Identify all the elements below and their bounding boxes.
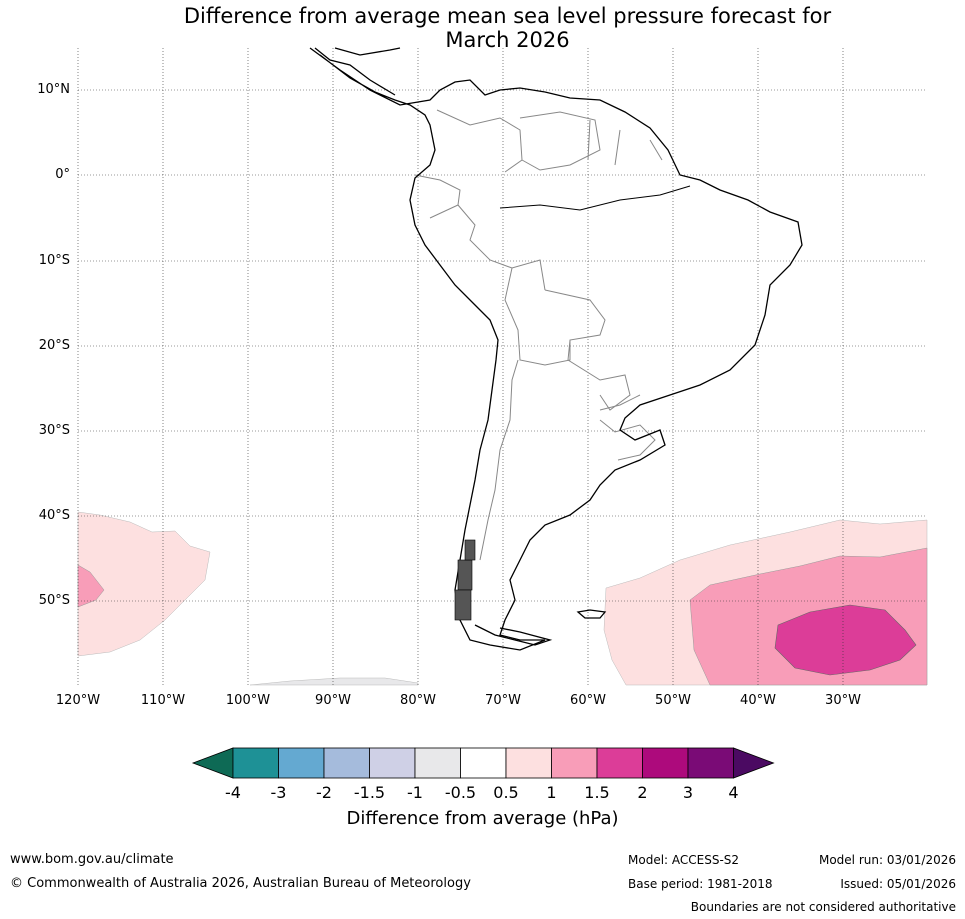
colorbar-tick-label: 3 [682, 783, 694, 802]
colorbar-tick-label: -3 [270, 783, 287, 802]
copyright-text: © Commonwealth of Australia 2026, Austra… [10, 876, 471, 891]
border-uruguay [599, 419, 656, 461]
lon-label: 70°W [485, 693, 521, 708]
anomaly-region-south-grey [249, 677, 419, 686]
boundaries-disclaimer: Boundaries are not considered authoritat… [690, 900, 956, 914]
base-period: Base period: 1981-2018 [628, 877, 773, 891]
lon-label: 80°W [400, 693, 436, 708]
border-bolivia [504, 267, 606, 366]
colorbar-segment [687, 747, 734, 779]
colorbar-segment [369, 747, 416, 779]
border-colombia-venezuela [436, 109, 523, 173]
coastline-falklands [576, 609, 607, 619]
issued-date: Issued: 05/01/2026 [840, 877, 956, 891]
colorbar-segment [505, 747, 552, 779]
colorbar-segment [414, 747, 461, 779]
title-line-1: Difference from average mean sea level p… [183, 4, 832, 28]
coastline-caribbean [314, 47, 401, 96]
colorbar-tick-label: 2 [637, 783, 648, 802]
lon-label: 40°W [740, 693, 776, 708]
colorbar-tick-label: 1.5 [584, 783, 610, 802]
colorbar-over-arrow [733, 747, 775, 779]
colorbar-tick-label: -0.5 [444, 783, 477, 802]
lat-label: 50°S [38, 593, 70, 608]
lon-label: 60°W [570, 693, 606, 708]
model-run-date: Model run: 03/01/2026 [818, 853, 956, 867]
border-argentina-brazil [599, 394, 641, 411]
fjord-fragment [454, 589, 472, 621]
lat-label: 20°S [38, 338, 70, 353]
coastline-amazon-river [499, 185, 691, 211]
colorbar-segment [596, 747, 643, 779]
lon-label: 30°W [825, 693, 861, 708]
lon-label: 90°W [315, 693, 351, 708]
border-paraguay [567, 339, 631, 411]
border-chile-argentina [479, 359, 519, 561]
colorbar-title: Difference from average (hPa) [346, 808, 619, 829]
colorbar-segment [460, 747, 507, 779]
coastline [309, 47, 803, 651]
colorbar-tick-label: -1.5 [353, 783, 386, 802]
lat-label: 10°S [38, 253, 70, 268]
fjord-fragment [464, 539, 476, 561]
colorbar-tick-label: -4 [225, 783, 241, 802]
colorbar-tick-label: -2 [316, 783, 332, 802]
lat-label: 30°S [38, 423, 70, 438]
border-venezuela-brazil [519, 111, 601, 171]
title-line-2: March 2026 [445, 28, 570, 52]
anomaly-region-east-strong [774, 604, 917, 676]
lon-label: 110°W [140, 693, 186, 708]
colorbar-tick-label: 0.5 [493, 783, 519, 802]
colorbar-tick-label: 4 [728, 783, 739, 802]
lat-label: 40°S [38, 508, 70, 523]
lon-label: 120°W [55, 693, 101, 708]
model-name: Model: ACCESS-S2 [628, 853, 740, 867]
graticule [77, 48, 927, 685]
anomaly-region-west-light [77, 511, 211, 657]
colorbar-segment [642, 747, 689, 779]
pressure-map [77, 47, 928, 686]
lon-label: 50°W [655, 693, 691, 708]
fjord-fragment [457, 559, 473, 591]
colorbar-under-arrow [191, 747, 234, 779]
colorbar-segment [232, 747, 279, 779]
colorbar-segment [551, 747, 598, 779]
chilean-fjords [454, 539, 476, 621]
colorbar-segment [278, 747, 325, 779]
colorbar-segment [323, 747, 370, 779]
colorbar-tick-label: 1 [546, 783, 557, 802]
country-borders [414, 109, 663, 561]
coastline-tierra-del-fuego [474, 624, 553, 646]
map-title: Difference from average mean sea level p… [0, 4, 965, 52]
lon-label: 100°W [225, 693, 271, 708]
colorbar [191, 747, 775, 779]
border-guianas [587, 119, 663, 166]
lat-label: 0° [55, 167, 70, 182]
lat-label: 10°N [37, 82, 70, 97]
border-ecuador [414, 174, 461, 219]
anomaly-shading [77, 511, 928, 686]
website-link[interactable]: www.bom.gov.au/climate [10, 852, 174, 867]
border-peru-brazil [457, 204, 546, 291]
colorbar-tick-label: -1 [407, 783, 423, 802]
coastline-south-america [309, 47, 803, 651]
